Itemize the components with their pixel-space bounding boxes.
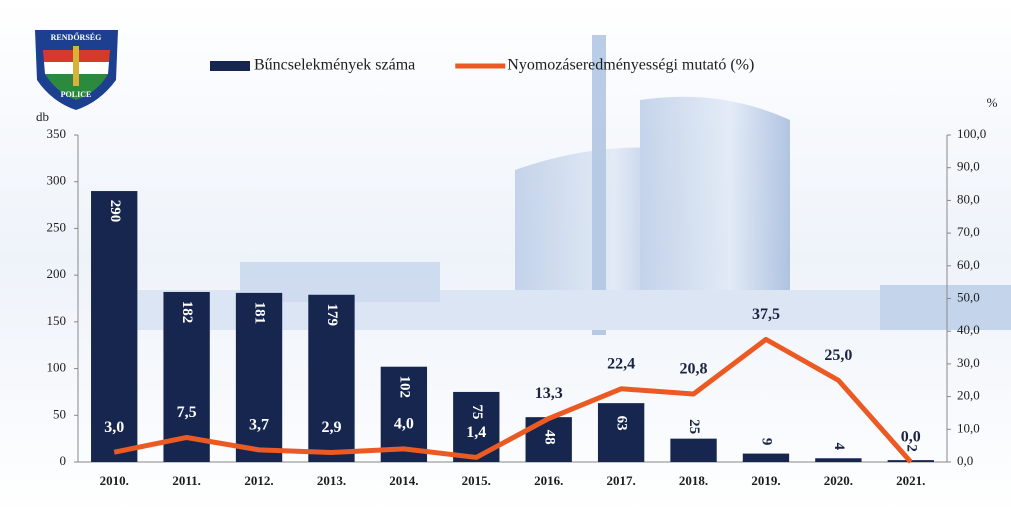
bar-value-label: 179 [324,304,340,327]
line [113,336,913,464]
bar-value-label: 290 [107,200,123,223]
line-value-label: 3,0 [104,419,124,436]
x-tick-label: 2016. [534,473,563,488]
bar-value-label: 75 [469,404,485,419]
bar [670,438,717,462]
x-tick-label: 2013. [317,473,346,488]
x-tick-label: 2021. [896,473,925,488]
y2-tick-label: 60,0 [957,257,980,272]
bar [742,453,790,462]
x-tick-label: 2017. [607,473,636,488]
x-tick-label: 2015. [462,473,491,488]
bar-value-label: 63 [614,416,630,431]
logo-text: POLICE [61,90,92,99]
y2-tick-label: 30,0 [957,355,980,370]
y2-tick-label: 100,0 [957,126,986,141]
bar-value-label: 4 [831,443,847,451]
x-tick-label: 2018. [679,473,708,488]
line-value-label: 1,4 [466,424,486,441]
x-tick-label: 2019. [751,473,780,488]
y-tick-label: 250 [47,219,67,234]
y-tick-label: 300 [47,173,67,188]
y2-tick-label: 20,0 [957,388,980,403]
line-value-label: 13,3 [535,385,563,402]
bar-value-label: 2 [903,444,919,452]
bar [163,291,210,462]
bar [91,191,138,463]
y2-tick-label: 10,0 [957,420,980,435]
y2-tick-label: 50,0 [957,289,980,304]
line-value-label: 25,0 [824,347,852,364]
line-value-label: 0,0 [901,429,921,446]
logo-text: RENDŐRSÉG [51,32,102,42]
background-building [130,35,1011,335]
y2-tick-label: 70,0 [957,224,980,239]
y-axis-label: db [36,109,49,124]
bar [815,458,862,462]
y2-tick-label: 40,0 [957,322,980,337]
x-tick-label: 2010. [100,473,129,488]
y-tick-label: 50 [53,406,66,421]
y-tick-label: 350 [47,126,67,141]
y-tick-label: 100 [47,360,67,375]
line-value-label: 3,7 [249,417,269,434]
bar [308,294,355,462]
logo: RENDŐRSÉG POLICE [35,30,118,110]
legend-swatch [210,61,250,71]
y2-axis-label: % [987,95,998,110]
x-tick-label: 2012. [244,473,273,488]
bar-value-label: 25 [686,419,702,434]
line-value-label: 7,5 [177,404,197,421]
x-tick-label: 2014. [389,473,418,488]
bar [380,366,428,462]
y-tick-label: 150 [47,313,67,328]
legend-label: Bűncselekmények száma [254,57,415,74]
bar-value-label: 182 [179,301,195,324]
line-value-label: 4,0 [394,416,414,433]
bar-value-label: 181 [252,302,268,325]
x-tick-label: 2020. [824,473,853,488]
y-tick-label: 0 [60,453,67,468]
bar [597,403,645,462]
x-tick-label: 2011. [172,473,201,488]
line-value-label: 37,5 [752,306,780,323]
bar-value-label: 9 [759,438,775,446]
line-value-label: 20,8 [680,361,708,378]
y2-tick-label: 90,0 [957,159,980,174]
bar-value-label: 48 [541,430,557,445]
line-value-label: 22,4 [607,355,635,372]
y2-tick-label: 80,0 [957,191,980,206]
y-tick-label: 200 [47,266,67,281]
y2-tick-label: 0,0 [957,453,973,468]
legend-label: Nyomozáseredményességi mutató (%) [507,57,754,74]
line-value-label: 2,9 [321,419,341,436]
bar [235,292,283,462]
bar-value-label: 102 [396,375,412,398]
